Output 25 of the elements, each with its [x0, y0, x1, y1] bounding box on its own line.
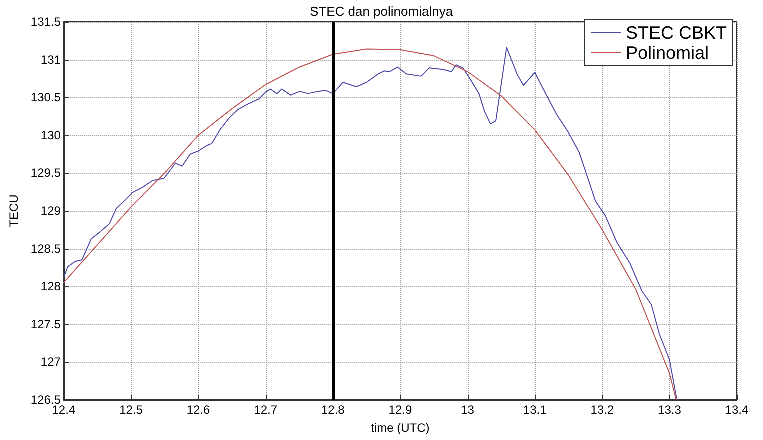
x-tick-label: 13.4: [725, 403, 749, 417]
y-tick-label: 127: [40, 355, 62, 370]
x-tick-label: 13.2: [590, 403, 614, 417]
x-axis-title: time (UTC): [371, 421, 430, 435]
y-tick-label: 129: [40, 204, 62, 218]
legend-label: STEC CBKT: [626, 23, 728, 43]
y-tick-label: 131: [40, 52, 62, 67]
x-tick-label: 12.7: [254, 403, 278, 417]
x-tick-label: 13.3: [658, 403, 682, 417]
chart-title: STEC dan polinomialnya: [310, 4, 454, 19]
y-tick-label: 131.5: [30, 15, 62, 29]
y-axis-title: TECU: [7, 194, 21, 228]
x-tick-label: 13.1: [523, 403, 548, 417]
x-tick-label: 12.8: [321, 403, 346, 417]
x-tick-label: 12.5: [120, 403, 144, 417]
legend-label: Polinomial: [626, 43, 710, 63]
x-tick-label: 12.6: [186, 403, 211, 417]
x-tick-label: 13: [461, 403, 475, 417]
y-tick-label: 129.5: [30, 166, 62, 180]
y-tick-label: 128.5: [30, 242, 62, 256]
x-tick-label: 12.9: [388, 403, 412, 417]
y-tick-label: 127.5: [30, 317, 62, 332]
y-tick-label: 130: [40, 128, 62, 142]
y-tick-label: 130.5: [30, 90, 62, 105]
y-tick-label: 128: [40, 280, 62, 294]
